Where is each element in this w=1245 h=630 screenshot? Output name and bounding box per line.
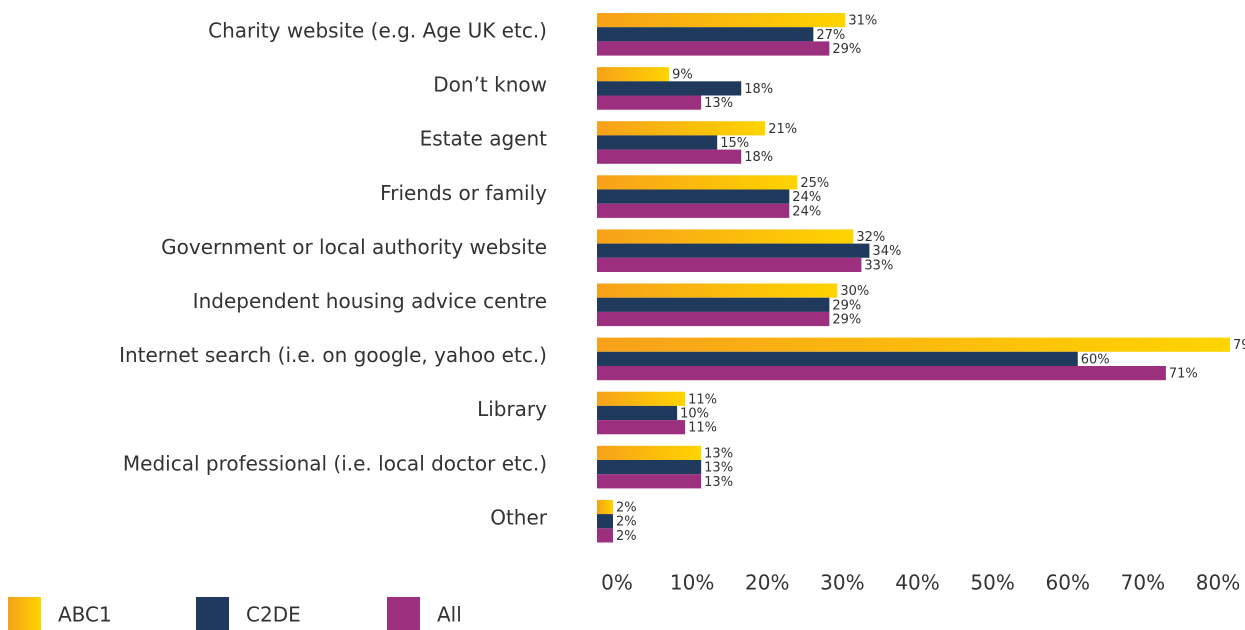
value-label: 79% bbox=[1233, 338, 1245, 353]
value-label: 11% bbox=[688, 392, 717, 407]
legend-label: C2DE bbox=[246, 603, 301, 627]
value-label: 10% bbox=[680, 407, 709, 422]
value-label: 30% bbox=[840, 284, 869, 299]
value-label: 2% bbox=[616, 501, 637, 516]
bar bbox=[597, 351, 1078, 366]
value-label: 24% bbox=[792, 204, 821, 219]
value-label: 33% bbox=[864, 258, 893, 273]
bar bbox=[597, 27, 814, 42]
legend-label: All bbox=[437, 603, 462, 627]
x-tick-label: 80% bbox=[1196, 571, 1240, 595]
bar bbox=[597, 189, 790, 204]
bar bbox=[597, 135, 718, 150]
bar bbox=[597, 528, 614, 543]
bar bbox=[597, 405, 678, 421]
value-label: 32% bbox=[856, 230, 885, 245]
category-label: Internet search (i.e. on google, yahoo e… bbox=[119, 343, 547, 367]
value-label: 13% bbox=[704, 446, 733, 461]
bar bbox=[597, 203, 790, 218]
bar bbox=[597, 297, 830, 312]
x-tick-label: 50% bbox=[970, 571, 1014, 595]
value-label: 29% bbox=[832, 313, 861, 328]
bar bbox=[597, 67, 670, 82]
category-label: Library bbox=[477, 397, 547, 421]
value-label: 9% bbox=[672, 68, 693, 83]
x-tick-label: 70% bbox=[1121, 571, 1165, 595]
value-label: 13% bbox=[704, 475, 733, 490]
value-label: 60% bbox=[1081, 352, 1110, 367]
value-label: 25% bbox=[800, 176, 829, 191]
bar bbox=[597, 514, 614, 529]
x-tick-label: 0% bbox=[601, 571, 633, 595]
value-label: 11% bbox=[688, 421, 717, 436]
bar bbox=[597, 366, 1166, 381]
legend-label: ABC1 bbox=[58, 603, 112, 627]
legend-swatch bbox=[387, 597, 420, 630]
bar bbox=[597, 311, 830, 327]
category-label: Estate agent bbox=[420, 127, 548, 151]
bar bbox=[597, 283, 838, 298]
category-label: Independent housing advice centre bbox=[193, 289, 547, 313]
bar bbox=[597, 81, 742, 96]
value-label: 27% bbox=[816, 28, 845, 43]
value-label: 29% bbox=[832, 298, 861, 313]
bar bbox=[597, 391, 686, 406]
category-label: Medical professional (i.e. local doctor … bbox=[123, 451, 547, 475]
bar bbox=[597, 229, 854, 244]
bar bbox=[597, 420, 686, 435]
value-label: 18% bbox=[744, 150, 773, 165]
category-label: Friends or family bbox=[380, 181, 547, 205]
bar bbox=[597, 460, 702, 475]
value-label: 18% bbox=[744, 82, 773, 97]
bar bbox=[597, 95, 702, 110]
bar bbox=[597, 243, 870, 258]
value-label: 2% bbox=[616, 515, 637, 530]
value-label: 15% bbox=[720, 136, 749, 151]
category-label: Government or local authority website bbox=[161, 235, 547, 259]
bar bbox=[597, 41, 830, 56]
value-label: 13% bbox=[704, 461, 733, 476]
value-label: 13% bbox=[704, 96, 733, 111]
x-tick-label: 10% bbox=[670, 571, 714, 595]
legend-swatch bbox=[8, 597, 41, 630]
bar bbox=[597, 121, 766, 136]
value-label: 24% bbox=[792, 190, 821, 205]
category-label: Don’t know bbox=[433, 73, 547, 97]
bar bbox=[597, 13, 846, 28]
bar bbox=[597, 337, 1230, 352]
bar bbox=[597, 257, 862, 272]
bar bbox=[597, 149, 742, 164]
legend-swatch bbox=[196, 597, 229, 630]
category-label: Charity website (e.g. Age UK etc.) bbox=[208, 19, 547, 43]
x-tick-label: 20% bbox=[745, 571, 789, 595]
value-label: 2% bbox=[616, 529, 637, 544]
value-label: 29% bbox=[832, 42, 861, 57]
x-tick-label: 30% bbox=[820, 571, 864, 595]
x-tick-label: 40% bbox=[895, 571, 939, 595]
category-label: Other bbox=[490, 505, 548, 529]
x-tick-label: 60% bbox=[1046, 571, 1090, 595]
bar bbox=[597, 499, 614, 515]
value-label: 21% bbox=[768, 122, 797, 137]
value-label: 71% bbox=[1169, 367, 1198, 382]
bar bbox=[597, 175, 798, 190]
bar bbox=[597, 474, 702, 489]
value-label: 31% bbox=[848, 14, 877, 29]
value-label: 34% bbox=[872, 244, 901, 259]
bar bbox=[597, 445, 702, 460]
